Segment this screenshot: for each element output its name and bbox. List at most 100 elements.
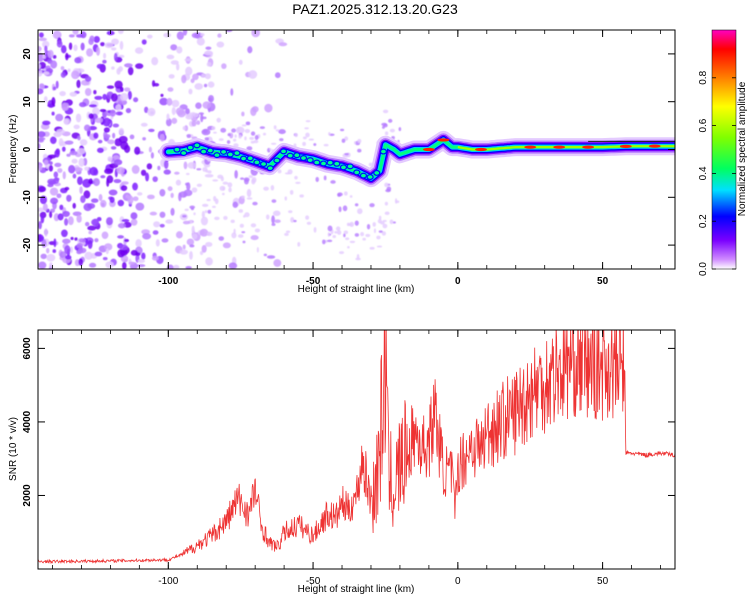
spectrogram-ytick-label: -10	[22, 190, 33, 205]
noise-blob	[206, 61, 212, 67]
noise-blob	[344, 136, 349, 141]
noise-blob	[115, 104, 122, 112]
noise-blob	[71, 70, 80, 80]
noise-blob	[49, 262, 53, 269]
noise-blob	[147, 34, 153, 39]
noise-blob	[191, 32, 201, 39]
spectrogram-bead	[193, 142, 201, 149]
noise-blob	[170, 60, 179, 65]
noise-blob	[84, 166, 90, 171]
noise-blob	[308, 138, 314, 141]
noise-blob	[136, 264, 146, 268]
noise-blob	[207, 170, 212, 174]
noise-blob	[38, 63, 41, 70]
spectrogram-bead	[373, 169, 381, 176]
noise-blob	[83, 124, 91, 132]
noise-blob	[250, 223, 257, 228]
noise-blob	[66, 194, 72, 202]
noise-blob	[217, 33, 222, 38]
noise-blob	[305, 215, 310, 220]
noise-blob	[186, 134, 191, 139]
noise-blob	[48, 164, 54, 172]
spectrogram-ylabel: Frequency (Hz)	[8, 115, 19, 184]
noise-blob	[326, 239, 333, 243]
snr-xtick-label: 50	[597, 576, 609, 587]
noise-blob	[384, 211, 390, 216]
noise-blob	[227, 133, 231, 137]
noise-blob	[115, 111, 124, 116]
noise-blob	[173, 264, 180, 269]
noise-blob	[214, 216, 220, 221]
spectrogram-bead	[206, 147, 214, 154]
noise-blob	[77, 176, 83, 186]
noise-blob	[378, 230, 383, 233]
snr-xtick-label: -100	[158, 576, 178, 587]
noise-blob	[125, 194, 129, 199]
noise-blob	[73, 44, 78, 52]
noise-blob	[181, 74, 187, 84]
noise-blob	[394, 198, 398, 204]
noise-blob	[116, 67, 121, 75]
noise-blob	[83, 190, 91, 199]
noise-blob	[163, 32, 172, 38]
noise-blob	[244, 212, 250, 218]
noise-blob	[77, 135, 81, 141]
noise-blob	[165, 118, 172, 127]
noise-blob	[250, 131, 256, 136]
spectrogram-hotspot	[524, 145, 537, 149]
noise-blob	[237, 234, 244, 238]
noise-blob	[228, 262, 238, 269]
noise-blob	[48, 154, 57, 159]
noise-blob	[249, 136, 255, 141]
spectrogram-xlabel: Height of straight line (km)	[298, 284, 415, 295]
noise-blob	[353, 141, 357, 145]
noise-blob	[345, 237, 350, 241]
noise-blob	[182, 244, 186, 250]
noise-blob	[269, 148, 272, 151]
noise-blob	[199, 228, 209, 237]
noise-blob	[222, 242, 231, 249]
noise-blob	[192, 233, 198, 240]
colorbar-ticks: 0.0 0.2 0.4 0.6 0.8	[698, 70, 736, 276]
noise-blob	[107, 139, 115, 145]
noise-blob	[273, 125, 277, 130]
noise-blob	[111, 66, 115, 70]
noise-blob	[102, 256, 108, 261]
noise-blob	[140, 122, 148, 127]
spectrogram-bead	[286, 152, 294, 159]
spectrogram-bead	[259, 161, 268, 168]
noise-blob	[42, 40, 50, 48]
noise-blob	[149, 211, 158, 216]
noise-blob	[150, 152, 154, 159]
noise-blob	[113, 159, 123, 166]
noise-blob	[254, 228, 261, 233]
noise-blob	[102, 59, 107, 64]
noise-blob	[111, 47, 117, 51]
noise-blob	[106, 85, 115, 89]
noise-blob	[191, 187, 198, 193]
noise-blob	[362, 237, 366, 241]
noise-blob	[170, 44, 178, 51]
noise-blob	[129, 134, 135, 140]
noise-blob	[191, 120, 197, 127]
noise-blob	[57, 168, 63, 173]
noise-blob	[184, 58, 193, 62]
noise-blob	[64, 218, 69, 226]
noise-blob	[315, 176, 319, 183]
noise-blob	[108, 189, 118, 196]
noise-blob	[243, 215, 246, 218]
noise-blob	[54, 162, 62, 168]
noise-blob	[152, 230, 159, 235]
noise-blob	[104, 42, 114, 49]
noise-blob	[43, 96, 48, 103]
noise-blob	[119, 87, 124, 92]
noise-blob	[202, 101, 212, 109]
noise-blob	[113, 178, 122, 184]
noise-blob	[109, 196, 115, 204]
noise-blob	[147, 107, 156, 117]
spectrogram-xtick-label: 0	[455, 276, 461, 287]
noise-blob	[207, 209, 212, 214]
noise-blob	[68, 165, 76, 174]
spectrogram-bead	[219, 148, 228, 155]
noise-blob	[354, 220, 359, 226]
